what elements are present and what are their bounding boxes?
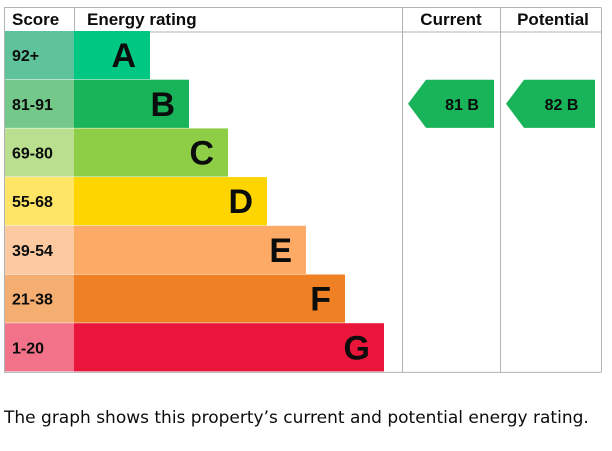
score-label: 81-91 bbox=[12, 97, 53, 114]
header-score: Score bbox=[12, 10, 59, 29]
band-bar bbox=[74, 225, 306, 274]
score-cell bbox=[5, 79, 74, 128]
current-rating-arrow: 81 B bbox=[408, 79, 494, 128]
energy-rating-chart: Score Energy rating Current Potential 92… bbox=[4, 7, 602, 373]
band-c: 69-80 C bbox=[5, 128, 228, 177]
rating-bands: 92+ A 81-91 B 69-80 C 55-68 D 39-54 E 21-38 F 1-20 G bbox=[5, 31, 384, 372]
current-rating-arrow-shape bbox=[408, 79, 494, 128]
chart-caption: The graph shows this property’s current … bbox=[4, 408, 589, 428]
band-bar bbox=[74, 128, 228, 177]
header-current: Current bbox=[420, 10, 482, 29]
score-cell bbox=[5, 128, 74, 177]
band-b: 81-91 B bbox=[5, 79, 189, 128]
potential-rating-arrow: 82 B bbox=[506, 79, 595, 128]
band-e: 39-54 E bbox=[5, 225, 306, 274]
band-letter: F bbox=[310, 281, 331, 319]
band-bar bbox=[74, 323, 384, 372]
score-label: 69-80 bbox=[12, 146, 53, 163]
score-label: 1-20 bbox=[12, 340, 44, 357]
current-rating-arrow-label: 81 B bbox=[445, 97, 479, 114]
band-f: 21-38 F bbox=[5, 274, 345, 323]
band-d: 55-68 D bbox=[5, 177, 267, 226]
band-letter: E bbox=[269, 232, 292, 270]
score-label: 92+ bbox=[12, 48, 39, 65]
score-cell bbox=[5, 225, 74, 274]
rating-arrows: 81 B 82 B bbox=[408, 79, 595, 128]
potential-rating-arrow-label: 82 B bbox=[545, 97, 579, 114]
score-cell bbox=[5, 177, 74, 226]
band-letter: B bbox=[150, 86, 175, 124]
band-bar bbox=[74, 79, 189, 128]
score-cell bbox=[5, 323, 74, 372]
band-g: 1-20 G bbox=[5, 323, 384, 372]
header-energy-rating: Energy rating bbox=[87, 10, 197, 29]
score-label: 39-54 bbox=[12, 243, 53, 260]
header-potential: Potential bbox=[517, 10, 589, 29]
band-letter: G bbox=[344, 329, 370, 367]
band-a: 92+ A bbox=[5, 31, 150, 80]
potential-rating-arrow-shape bbox=[506, 79, 595, 128]
score-label: 55-68 bbox=[12, 194, 53, 211]
score-label: 21-38 bbox=[12, 292, 53, 309]
band-bar bbox=[74, 274, 345, 323]
band-letter: A bbox=[111, 37, 136, 75]
band-bar bbox=[74, 177, 267, 226]
band-letter: C bbox=[189, 135, 214, 173]
score-cell bbox=[5, 31, 74, 80]
band-letter: D bbox=[228, 183, 253, 221]
score-cell bbox=[5, 274, 74, 323]
band-bar bbox=[74, 31, 150, 80]
